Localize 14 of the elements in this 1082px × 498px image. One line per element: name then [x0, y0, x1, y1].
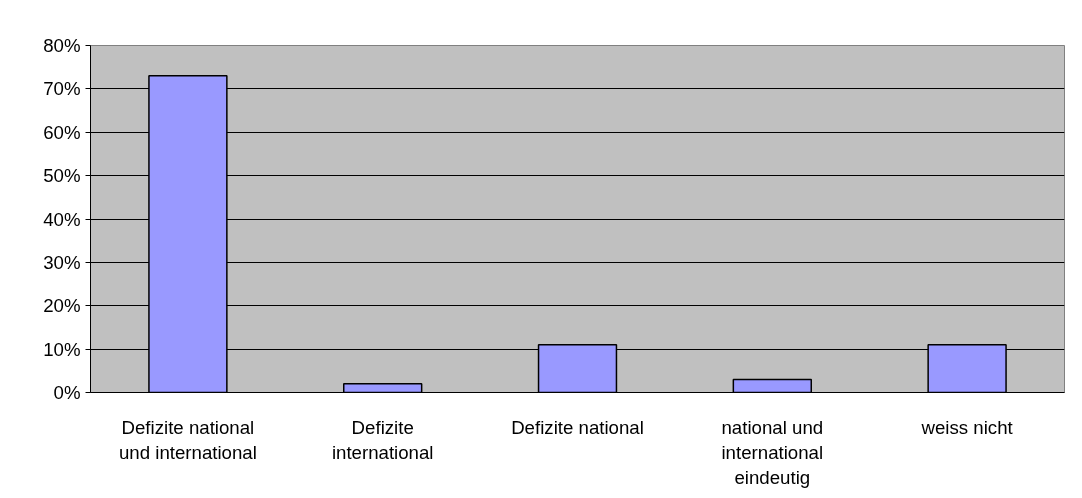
x-tick-label: weiss nicht — [920, 416, 1014, 438]
y-tick-label: 0% — [53, 382, 81, 403]
y-tick-label: 60% — [43, 121, 81, 143]
y-tick-label: 10% — [43, 338, 81, 360]
y-tick-label: 30% — [43, 251, 81, 273]
y-tick-label: 50% — [43, 165, 81, 187]
x-tick-label: Defizite international — [331, 416, 434, 463]
y-tick-label: 20% — [43, 295, 81, 317]
y-tick-label: 80% — [43, 35, 81, 56]
x-tick-label: Defizite national — [511, 416, 644, 438]
y-tick-label: 40% — [43, 208, 81, 230]
x-tick-label: national und international eindeutig — [721, 416, 824, 488]
y-tick-label: 70% — [43, 78, 81, 100]
x-tick-label: Defizite national und international — [118, 416, 257, 463]
